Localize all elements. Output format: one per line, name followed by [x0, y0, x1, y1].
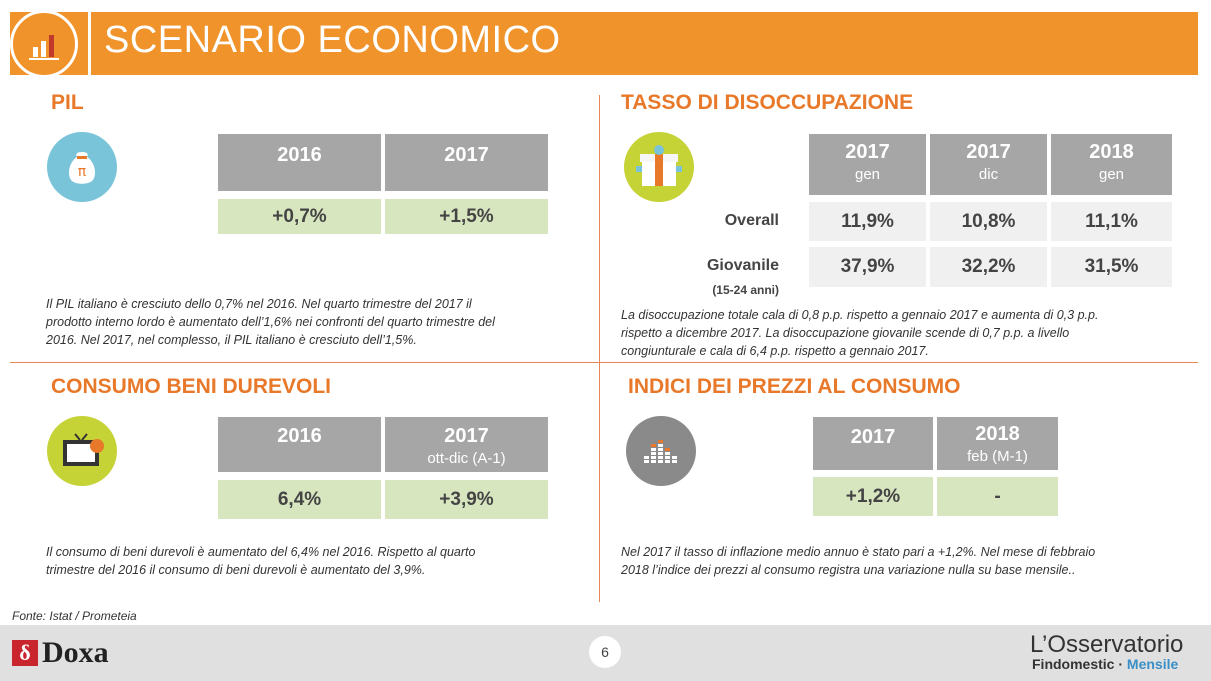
- pil-description: Il PIL italiano è cresciuto dello 0,7% n…: [46, 297, 495, 347]
- prezzi-value-2018: -: [937, 477, 1058, 516]
- television-icon: [47, 416, 117, 486]
- pil-value-2017: +1,5%: [385, 199, 548, 234]
- dis-giovanile-0: 37,9%: [809, 247, 926, 287]
- bar-chart-icon: [10, 10, 78, 78]
- pil-value-2016: +0,7%: [218, 199, 381, 234]
- consumo-header-2016: 2016: [218, 417, 381, 472]
- consumo-value-2016: 6,4%: [218, 480, 381, 519]
- dis-giovanile-1: 32,2%: [930, 247, 1047, 287]
- dis-row-sublabel-giovanile: (15-24 anni): [712, 283, 779, 297]
- dis-giovanile-2: 31,5%: [1051, 247, 1172, 287]
- header-bar: [10, 12, 1198, 75]
- prezzi-header-2017: 2017: [813, 417, 933, 470]
- disoccupazione-description: La disoccupazione totale cala di 0,8 p.p…: [621, 308, 1099, 358]
- svg-text:π: π: [78, 164, 87, 180]
- pil-title: PIL: [51, 91, 84, 114]
- dis-header-1: 2017 dic: [930, 134, 1047, 195]
- brand-title: L’Osservatorio: [1030, 631, 1184, 658]
- dis-overall-0: 11,9%: [809, 202, 926, 241]
- prezzi-value-2017: +1,2%: [813, 477, 933, 516]
- source-note: Fonte: Istat / Prometeia: [12, 609, 137, 623]
- prezzi-description: Nel 2017 il tasso di inflazione medio an…: [621, 545, 1096, 577]
- brand-subtitle: Findomestic · Mensile: [1032, 656, 1179, 672]
- consumo-description: Il consumo di beni durevoli è aumentato …: [46, 545, 476, 577]
- pil-header-2016: 2016: [218, 134, 381, 191]
- dis-row-label-giovanile: Giovanile: [706, 257, 779, 274]
- consumo-header-2017: 2017 ott-dic (A-1): [385, 417, 548, 472]
- vertical-divider: [599, 95, 600, 602]
- gift-box-icon: [624, 132, 694, 202]
- pil-header-2017: 2017: [385, 134, 548, 191]
- header-separator: [88, 12, 91, 75]
- consumo-title: CONSUMO BENI DUREVOLI: [51, 375, 332, 398]
- disoccupazione-title: TASSO DI DISOCCUPAZIONE: [621, 91, 914, 114]
- doxa-logo: δ Doxa: [12, 636, 109, 670]
- money-bag-icon: π: [47, 132, 117, 202]
- page-title: SCENARIO ECONOMICO: [104, 19, 561, 61]
- prezzi-header-2018: 2018 feb (M-1): [937, 417, 1058, 470]
- equalizer-bars-icon: [626, 416, 696, 486]
- dis-overall-1: 10,8%: [930, 202, 1047, 241]
- prezzi-title: INDICI DEI PREZZI AL CONSUMO: [628, 375, 961, 398]
- consumo-value-2017: +3,9%: [385, 480, 548, 519]
- horizontal-divider: [10, 362, 1198, 363]
- dis-header-2: 2018 gen: [1051, 134, 1172, 195]
- doxa-logo-mark: δ: [12, 640, 38, 666]
- dis-overall-2: 11,1%: [1051, 202, 1172, 241]
- page-number: 6: [589, 636, 621, 668]
- dis-row-label-overall: Overall: [724, 212, 779, 229]
- dis-header-0: 2017 gen: [809, 134, 926, 195]
